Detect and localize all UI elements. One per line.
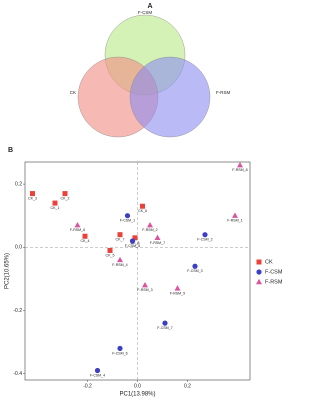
legend-marker: [256, 278, 262, 285]
x-tick-label: 0.2: [184, 383, 191, 389]
panel-label: A: [147, 3, 152, 10]
scatter-panel: B -0.2 0.0 0.2 -0.4 -0.2 0.0 0.2 PC1(13.98%) PC2…: [5, 147, 283, 398]
point: [124, 213, 131, 219]
point: [174, 285, 181, 291]
y-tick-label: 0.0: [15, 245, 22, 251]
point: [52, 200, 58, 206]
point-label: CK_3: [28, 197, 37, 201]
point: [147, 221, 153, 228]
x-axis-title: PC1(13.98%): [119, 392, 155, 398]
point-label: CK_7: [116, 238, 125, 242]
point-label: F-RSM_8: [232, 168, 247, 172]
point-label: CK_5: [106, 253, 115, 257]
point-label: CK_4: [81, 239, 90, 243]
point: [192, 263, 198, 269]
point-label: F-CSM_3: [187, 269, 202, 273]
venn-circle: [129, 56, 211, 138]
point: [232, 212, 238, 218]
point: [62, 191, 68, 197]
point: [142, 282, 148, 288]
point-label: F-RSM_1: [227, 219, 242, 223]
point-label: CK_1: [51, 206, 60, 210]
panel-label: B: [8, 147, 13, 154]
point-label: F-CSM_1: [120, 219, 135, 223]
set-label: F-RSM: [216, 90, 230, 95]
venn-panel: A F-CSM CK F-RSM: [70, 3, 230, 138]
point-label: CK_6: [138, 209, 147, 213]
point: [82, 233, 88, 239]
point: [162, 320, 168, 326]
point: [237, 161, 243, 168]
set-label: CK: [70, 90, 76, 95]
y-tick-label: -0.2: [13, 308, 22, 314]
point-label: F-CSM_6: [112, 351, 127, 355]
legend-marker: [256, 259, 262, 265]
set-label: F-CSM: [138, 10, 152, 15]
point-label: F-CSM_2: [197, 238, 212, 242]
point-label: F-RSM_5: [170, 291, 185, 295]
point: [30, 191, 35, 197]
y-tick-label: 0.2: [15, 181, 22, 187]
legend-label: CK: [265, 259, 273, 265]
point: [117, 256, 123, 263]
point: [117, 232, 123, 238]
point: [202, 232, 208, 238]
point: [154, 234, 161, 241]
point-label: F-RSM_2: [142, 228, 157, 232]
x-tick-label: -0.2: [83, 383, 92, 389]
point-label: F-CSM_7: [157, 326, 172, 330]
legend-label: F-CSM: [265, 269, 283, 275]
point-label: F-CSM_5: [125, 244, 140, 248]
y-tick-label: -0.4: [13, 371, 22, 377]
point: [74, 221, 81, 228]
point: [94, 367, 101, 374]
point: [132, 235, 138, 241]
point: [129, 238, 136, 244]
point-label: F-RSM_3: [137, 288, 152, 292]
x-tick-label: 0.0: [134, 383, 141, 389]
point-label: F-RSM_6: [70, 228, 85, 232]
point-label: CK_8: [131, 241, 140, 245]
point: [107, 247, 113, 253]
point-label: F-CSM_4: [90, 373, 105, 377]
point: [140, 203, 145, 209]
figure: A F-CSM CK F-RSM B -0.2 0.0 0.2 -0.4 -0.2 0.0 0.…: [5, 3, 283, 398]
legend-marker: [256, 269, 262, 275]
point-label: F-RSM_4: [112, 263, 127, 267]
point-label: F-RSM_7: [150, 241, 165, 245]
point: [117, 345, 123, 352]
y-axis-title: PC2(10.65%): [5, 253, 11, 289]
legend-label: F-RSM: [265, 279, 283, 285]
point-label: CK_2: [61, 197, 70, 201]
